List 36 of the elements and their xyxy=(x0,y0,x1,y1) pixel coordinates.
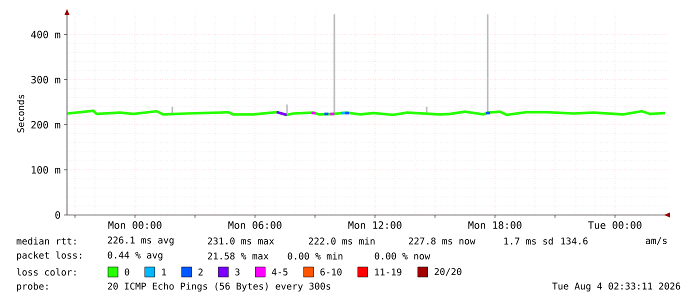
x-tick-label: Mon 00:00 xyxy=(108,221,162,229)
y-tick-label: 300 m xyxy=(31,76,60,84)
legend-title: loss color: xyxy=(16,268,76,276)
legend-label: 6-10 xyxy=(320,268,342,276)
text: 0.00 % min xyxy=(288,252,342,260)
legend-label: 2 xyxy=(198,268,203,276)
text: median rtt: xyxy=(16,237,76,245)
text: 227.8 ms now xyxy=(408,237,476,245)
text: 20 ICMP Echo Pings (56 Bytes) every 300s xyxy=(108,282,330,292)
legend-label: 3 xyxy=(235,268,240,276)
x-tick-label: Mon 06:00 xyxy=(228,221,282,229)
text: 0.00 % now xyxy=(374,252,430,260)
text: 222.0 ms min xyxy=(308,237,375,245)
legend-label: 20/20 xyxy=(434,268,462,276)
text: 0.44 % avg xyxy=(108,252,162,260)
x-tick-label: Mon 12:00 xyxy=(348,221,402,229)
y-tick-label: 200 m xyxy=(31,120,60,129)
text: 1.7 ms sd xyxy=(504,237,553,245)
text: Tue Aug 4 02:33:11 2026 xyxy=(552,282,680,292)
text: am/s xyxy=(646,237,667,245)
legend-label: 11-19 xyxy=(375,268,402,276)
y-tick-label: 0 xyxy=(55,211,60,219)
legend-label: 4-5 xyxy=(272,268,288,276)
text: probe: xyxy=(17,282,48,292)
x-tick-label: Mon 18:00 xyxy=(468,221,522,229)
y-tick-label: 400 m xyxy=(31,30,60,38)
text: 21.58 % max xyxy=(208,252,268,260)
legend-label: 0 xyxy=(124,268,130,276)
y-tick-label: 100 m xyxy=(32,166,60,174)
legend-label: 1 xyxy=(162,268,166,276)
text: packet loss: xyxy=(17,251,82,261)
text: 226.1 ms avg xyxy=(108,236,174,246)
text: 134.6 xyxy=(561,237,588,245)
x-tick-label: Tue 00:00 xyxy=(588,221,642,229)
y-axis-title: Seconds xyxy=(17,94,24,132)
text: 231.0 ms max xyxy=(208,237,274,245)
